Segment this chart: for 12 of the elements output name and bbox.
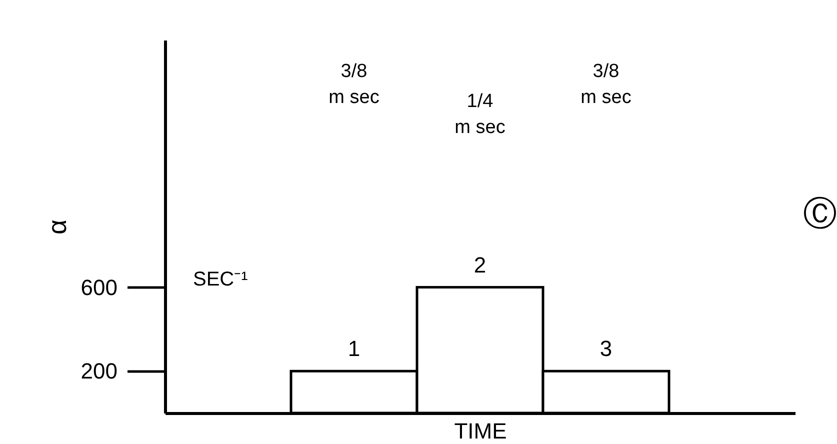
y-axis-title: α — [42, 219, 72, 235]
x-tick-label: 1 — [348, 336, 360, 362]
x-tick-label: 2 — [474, 252, 486, 278]
y-tick-label: 600 — [80, 274, 118, 300]
annotation: 3/8 m sec — [580, 61, 632, 108]
annotation: 3/8 m sec — [328, 61, 380, 108]
annotation: 1/4 m sec — [454, 91, 506, 138]
text: Ⓒ — [803, 195, 837, 233]
annotation: SEC⁻¹ — [193, 268, 248, 290]
y-tick-label: 200 — [80, 358, 118, 384]
x-axis-title: TIME — [454, 418, 507, 444]
x-tick-label: 3 — [600, 336, 612, 362]
